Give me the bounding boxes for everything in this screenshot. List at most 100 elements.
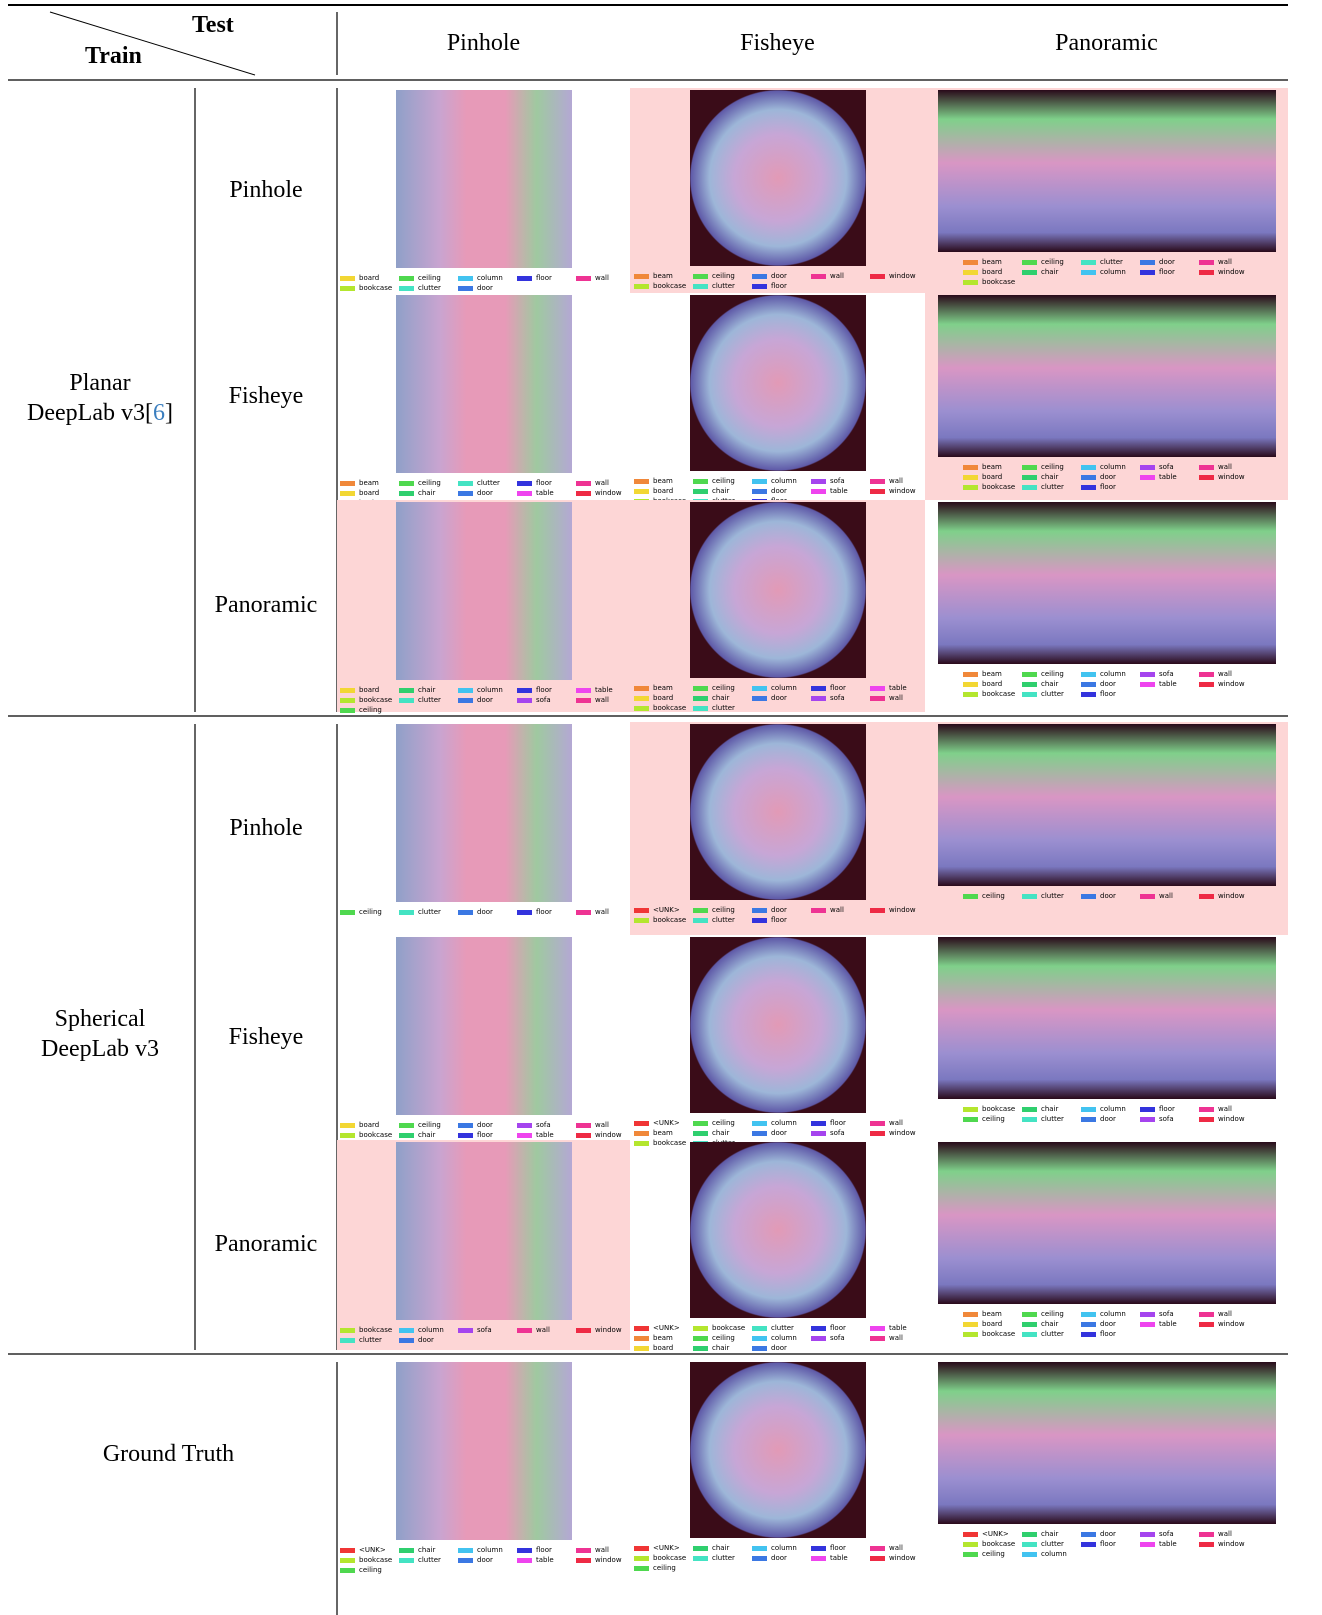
legend-entry: table xyxy=(811,1553,848,1563)
legend-entry: <UNK> xyxy=(963,1529,1015,1539)
legend-swatch xyxy=(693,1345,708,1351)
segmentation-image xyxy=(395,1142,572,1320)
legend-swatch xyxy=(870,695,885,701)
legend-column: ceiling clutter xyxy=(693,271,735,291)
legend-label: chair xyxy=(1041,268,1059,276)
legend-label: table xyxy=(889,684,907,692)
legend-swatch xyxy=(340,687,355,693)
legend-swatch xyxy=(1199,1531,1214,1537)
legend-column: floor sofa xyxy=(517,685,552,705)
legend-label: bookcase xyxy=(982,1105,1016,1113)
legend-swatch xyxy=(399,1337,414,1343)
legend-label: table xyxy=(830,487,848,495)
legend-swatch xyxy=(963,279,978,285)
legend-swatch xyxy=(340,697,355,703)
legend-label: table xyxy=(1159,680,1177,688)
legend-entry: chair xyxy=(1022,267,1064,277)
legend-column: clutter xyxy=(1022,891,1064,901)
legend-label: door xyxy=(477,908,493,916)
legend-swatch xyxy=(576,909,591,915)
legend-entry: clutter xyxy=(340,1335,392,1345)
legend-swatch xyxy=(1022,681,1037,687)
legend-entry: door xyxy=(752,1128,797,1138)
legend-swatch xyxy=(399,687,414,693)
legend-swatch xyxy=(752,283,767,289)
legend-swatch xyxy=(693,685,708,691)
legend-swatch xyxy=(1081,1321,1096,1327)
legend-entry: bookcase xyxy=(963,1104,1015,1114)
legend-swatch xyxy=(340,490,355,496)
legend-swatch xyxy=(634,705,649,711)
legend-entry: wall xyxy=(1199,462,1245,472)
legend-entry: bookcase xyxy=(340,1130,392,1140)
legend-entry: chair xyxy=(399,488,441,498)
legend-swatch xyxy=(811,1325,826,1331)
legend-label: door xyxy=(477,284,493,292)
legend-entry: wall xyxy=(870,1543,916,1553)
legend-swatch xyxy=(399,697,414,703)
legend-swatch xyxy=(1199,671,1214,677)
legend-swatch xyxy=(811,1335,826,1341)
legend-column: wall xyxy=(811,271,844,281)
legend-entry: beam xyxy=(634,683,686,693)
legend-label: <UNK> xyxy=(982,1530,1009,1538)
legend-swatch xyxy=(634,273,649,279)
legend-swatch xyxy=(576,1327,591,1333)
legend-entry: sofa xyxy=(1140,1309,1177,1319)
legend-label: board xyxy=(653,1344,674,1352)
legend-entry: wall xyxy=(1199,1309,1245,1319)
legend-swatch xyxy=(1022,1531,1037,1537)
legend-column: wall window xyxy=(1199,1529,1245,1549)
legend-entry: ceiling xyxy=(399,1120,441,1130)
column-header: Fisheye xyxy=(740,30,815,56)
legend-entry: bookcase xyxy=(963,1329,1015,1339)
legend-column: door xyxy=(1081,891,1116,901)
legend-label: wall xyxy=(595,696,609,704)
legend-entry: clutter xyxy=(1081,257,1126,267)
legend-entry: clutter xyxy=(1022,1114,1064,1124)
legend-label: wall xyxy=(1159,892,1173,900)
legend-label: floor xyxy=(1100,1330,1116,1338)
segmentation-image xyxy=(937,502,1276,664)
legend-column: clutter door xyxy=(458,478,500,498)
legend-swatch xyxy=(576,490,591,496)
legend-swatch xyxy=(399,285,414,291)
legend-entry: ceiling xyxy=(963,891,1005,901)
legend-swatch xyxy=(1081,671,1096,677)
legend-swatch xyxy=(1081,1311,1096,1317)
legend-swatch xyxy=(634,1345,649,1351)
legend-column: floor sofa xyxy=(811,1118,846,1138)
legend-label: ceiling xyxy=(418,479,441,487)
legend-swatch xyxy=(458,1327,473,1333)
legend-entry: clutter xyxy=(752,1323,797,1333)
segmentation-image xyxy=(395,937,572,1115)
legend-entry: wall xyxy=(811,905,844,915)
legend-column: beam board bookcase xyxy=(963,257,1015,287)
legend-column: wall xyxy=(576,907,609,917)
legend-label: <UNK> xyxy=(653,906,680,914)
legend-swatch xyxy=(1022,1321,1037,1327)
segmentation-image xyxy=(937,1362,1276,1524)
legend-swatch xyxy=(458,697,473,703)
legend-label: door xyxy=(1100,1115,1116,1123)
legend-label: chair xyxy=(1041,680,1059,688)
legend-swatch xyxy=(517,480,532,486)
legend-swatch xyxy=(1081,1116,1096,1122)
legend-column: beam board bookcase xyxy=(963,1309,1015,1339)
legend-swatch xyxy=(1081,1106,1096,1112)
legend-label: column xyxy=(1100,463,1126,471)
legend-entry: beam xyxy=(340,478,392,488)
legend-label: board xyxy=(653,487,674,495)
legend-swatch xyxy=(399,480,414,486)
legend-entry: bookcase xyxy=(340,1555,392,1565)
citation[interactable]: 6 xyxy=(152,400,165,426)
legend-column: door floor xyxy=(458,1120,493,1140)
legend-label: wall xyxy=(595,908,609,916)
row-label: Pinhole xyxy=(229,814,303,841)
legend-column: ceiling chair clutter xyxy=(1022,669,1064,699)
legend-swatch xyxy=(634,685,649,691)
legend-label: sofa xyxy=(1159,1530,1174,1538)
legend-entry: door xyxy=(752,693,797,703)
legend-entry: column xyxy=(752,476,797,486)
legend-swatch xyxy=(693,1130,708,1136)
